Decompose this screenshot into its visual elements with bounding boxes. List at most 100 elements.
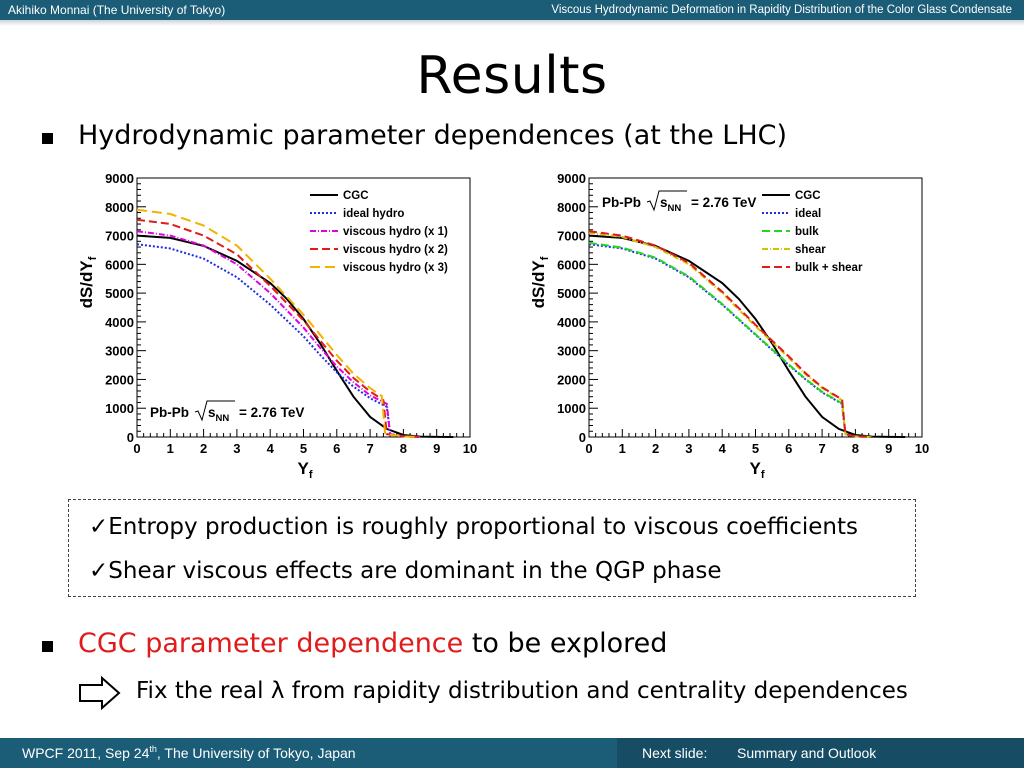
footer-conference-venue: , The University of Tokyo, Japan [156,745,356,761]
x-tick-label: 8 [852,441,859,456]
x-tick-label: 4 [267,441,275,456]
sub-item-lambda: Fix the real λ from rapidity distributio… [136,678,908,704]
cgc-highlight: CGC parameter dependence [78,628,464,659]
y-tick-label: 3000 [557,344,586,359]
bullet-square-icon [42,133,53,144]
y-axis-label: dS/dYf [77,256,99,308]
x-tick-label: 7 [366,441,373,456]
annotation-energy-sub: NN [668,203,682,214]
footer-bar: WPCF 2011, Sep 24th, The University of T… [0,738,1024,768]
conclusion-shear: ✓Shear viscous effects are dominant in t… [89,558,722,584]
y-axis-label-sub: f [87,256,99,260]
legend-label: ideal hydro [343,208,404,220]
y-tick-label: 9000 [557,171,586,186]
right-arrow-icon [79,675,121,711]
x-axis-label: Yf [297,459,312,481]
y-tick-label: 0 [579,430,586,445]
sqrt-icon [194,400,235,422]
series-line-viscous-hydro-x-1- [136,230,421,438]
footer-conference-date: WPCF 2011, Sep 24 [22,745,150,761]
annotation-system: Pb-Pb [150,405,189,420]
y-axis-label-sub: f [539,256,551,260]
x-axis-label: Yf [749,459,764,481]
bullet-square-icon [42,641,53,652]
next-slide-title[interactable]: Summary and Outlook [737,745,877,761]
x-tick-label: 10 [915,441,929,456]
legend-label: bulk [795,226,819,238]
chart-svg: 0 1 2 3 4 5 6 7 8 9 10 0 1000 2000 3000 4000 5000 6000 700… [529,171,929,481]
y-tick-label: 6000 [105,257,134,272]
x-tick-label: 9 [885,441,892,456]
y-tick-label: 9000 [105,171,134,186]
y-tick-label: 2000 [557,372,586,387]
y-tick-label: 0 [127,430,134,445]
x-tick-label: 3 [233,441,240,456]
legend-label: bulk + shear [795,262,863,274]
x-tick-label: 9 [433,441,440,456]
y-tick-label: 1000 [557,401,586,416]
x-tick-label: 5 [752,441,759,456]
next-slide-panel[interactable]: Next slide: Summary and Outlook [617,738,1024,768]
plot-hydro-viscosity: 0 1 2 3 4 5 6 7 8 9 10 0 1000 2000 3000 4000 5000 6000 700… [70,165,490,483]
x-axis-label-sub: f [309,469,313,481]
x-tick-label: 3 [685,441,692,456]
talk-title: Viscous Hydrodynamic Deformation in Rapi… [551,4,1012,16]
legend-label: ideal [795,208,821,220]
next-slide-label: Next slide: [642,745,708,761]
y-axis-label: dS/dYf [529,256,551,308]
x-tick-label: 5 [300,441,307,456]
x-tick-label: 2 [200,441,207,456]
y-tick-label: 4000 [557,315,586,330]
annotation-energy-symbol: sNN [660,195,681,214]
x-tick-label: 7 [818,441,825,456]
annotation-energy-symbol: sNN [208,405,229,424]
y-tick-label: 6000 [557,257,586,272]
series-line-bulk-shear [588,230,873,438]
legend-label: CGC [343,190,369,202]
author-label: Akihiko Monnai (The University of Tokyo) [8,3,226,17]
sqrt-icon [646,190,687,212]
header-shadow [0,20,1024,26]
plot-frame [136,177,471,438]
y-tick-label: 8000 [105,200,134,215]
x-axis-label-sub: f [761,469,765,481]
x-tick-label: 0 [133,441,140,456]
cgc-rest: to be explored [463,628,668,659]
series-line-viscous-hydro-x-2- [136,218,421,438]
annotation-system: Pb-Pb [602,195,641,210]
legend-label: viscous hydro (x 1) [343,226,448,238]
plot-bulk-shear: 0 1 2 3 4 5 6 7 8 9 10 0 1000 2000 3000 4000 5000 6000 700… [522,165,942,483]
x-tick-label: 6 [785,441,792,456]
y-tick-label: 1000 [105,401,134,416]
y-tick-label: 7000 [557,229,586,244]
y-tick-label: 5000 [105,286,134,301]
bullet-hydro-dependences: Hydrodynamic parameter dependences (at t… [78,120,788,151]
annotation-energy-value: = 2.76 TeV [691,195,756,210]
header-bar: Akihiko Monnai (The University of Tokyo)… [0,0,1024,20]
y-tick-label: 8000 [557,200,586,215]
series-line-bulk [588,241,873,438]
annotation-energy-sub: NN [216,413,230,424]
x-tick-label: 2 [652,441,659,456]
y-tick-label: 2000 [105,372,134,387]
x-tick-label: 0 [585,441,592,456]
y-tick-label: 3000 [105,344,134,359]
y-tick-label: 7000 [105,229,134,244]
chart-svg: 0 1 2 3 4 5 6 7 8 9 10 0 1000 2000 3000 4000 5000 6000 700… [77,171,477,481]
plot-frame [588,177,923,438]
conclusion-entropy: ✓Entropy production is roughly proportio… [89,514,858,540]
annotation-energy-value: = 2.76 TeV [239,405,304,420]
x-tick-label: 4 [719,441,727,456]
legend-label: shear [795,244,826,256]
series-line-viscous-hydro-x-3- [136,208,421,438]
x-tick-label: 6 [333,441,340,456]
x-tick-label: 1 [619,441,626,456]
slide-title: Results [416,46,608,106]
x-tick-label: 1 [167,441,174,456]
x-tick-label: 10 [463,441,477,456]
legend-label: viscous hydro (x 2) [343,244,448,256]
y-tick-label: 5000 [557,286,586,301]
bullet-cgc-dependence: CGC parameter dependence to be explored [78,628,667,659]
footer-conference-sup: th [149,744,157,754]
legend-label: CGC [795,190,821,202]
